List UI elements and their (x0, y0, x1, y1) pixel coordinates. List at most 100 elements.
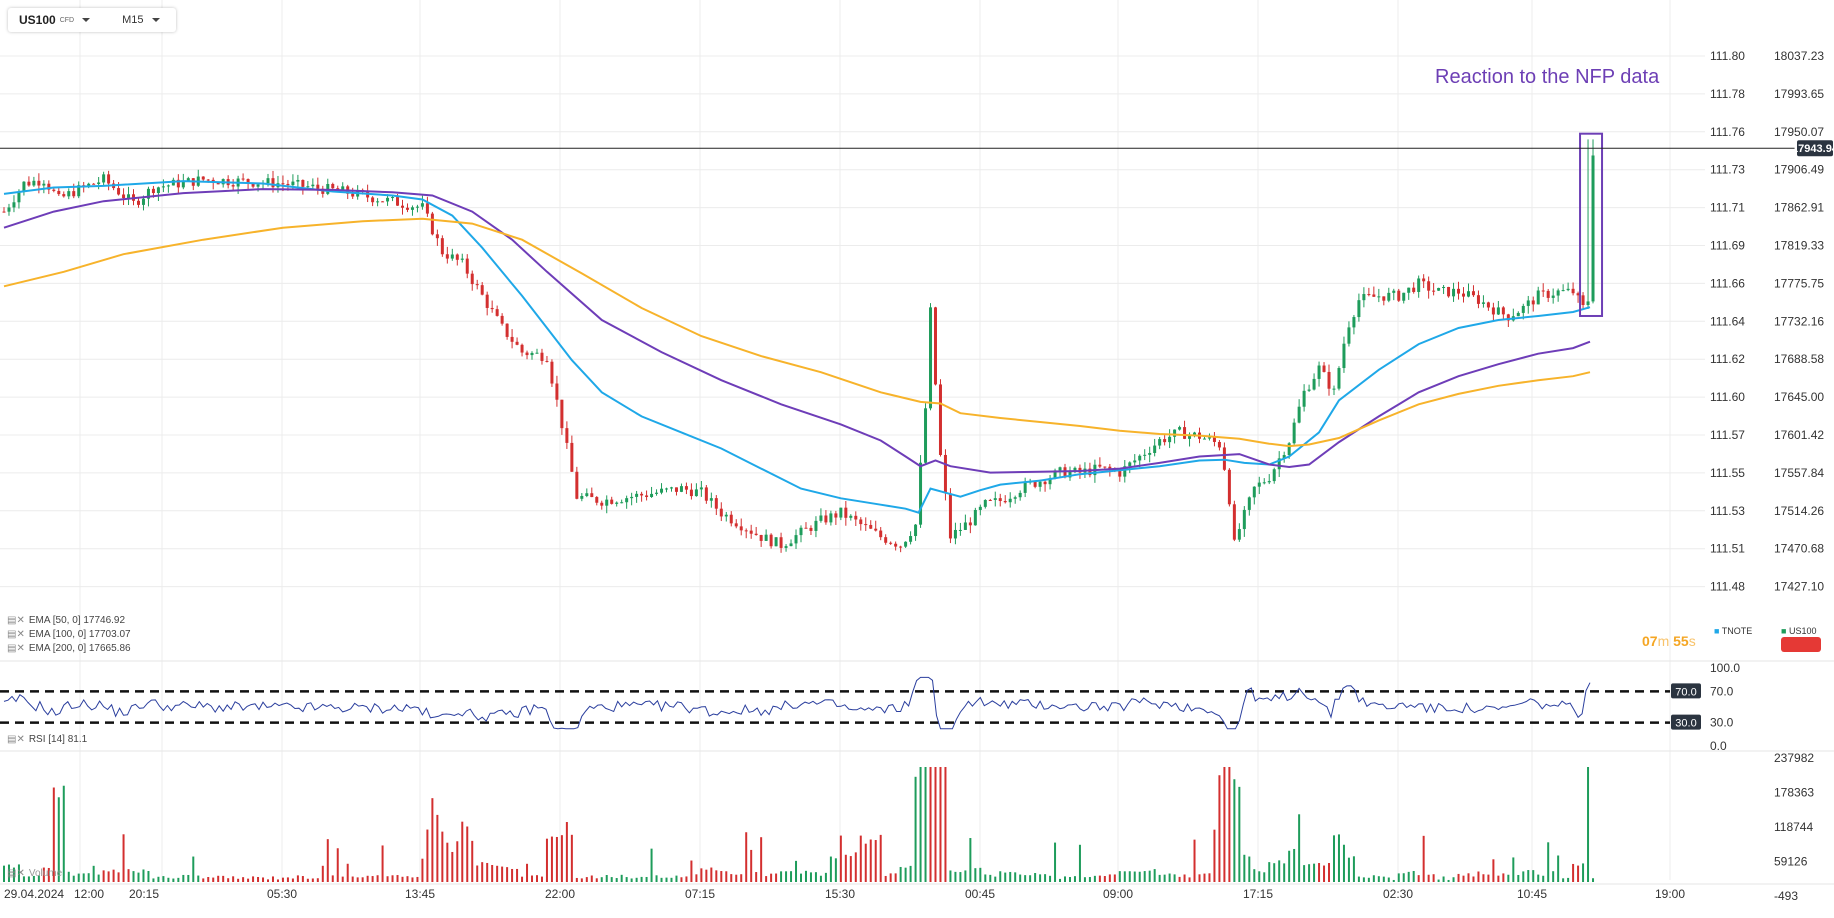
candle-body (201, 176, 205, 180)
panel-separators (0, 660, 1834, 885)
symbol-chevron-down-icon[interactable] (82, 18, 91, 22)
volume-bar (1093, 875, 1096, 882)
x-tick-label: 00:45 (965, 887, 995, 901)
candle-body (1526, 300, 1530, 306)
candle-body (1317, 365, 1321, 379)
candle-body (216, 183, 220, 185)
volume-bar (232, 876, 235, 882)
volume-bar (864, 843, 867, 882)
settings-close-icon[interactable]: ▤✕ (7, 734, 25, 745)
settings-close-icon[interactable]: ▤✕ (7, 868, 25, 879)
candle-body (1048, 478, 1052, 485)
volume-bar (202, 878, 205, 882)
candle-body (575, 471, 579, 499)
candle-body (1148, 452, 1152, 455)
volume-bar (187, 874, 190, 882)
settings-close-icon[interactable]: ▤✕ (7, 629, 25, 640)
volume-bar (47, 867, 50, 882)
candle-body (1457, 288, 1461, 294)
compare-legend-tnote[interactable]: ■ TNOTE (1714, 626, 1753, 636)
candle-body (241, 178, 245, 180)
volume-bar (944, 767, 947, 882)
sell-price-badge[interactable] (1781, 637, 1821, 652)
candle-body (1546, 290, 1550, 298)
candle-body (107, 174, 111, 184)
volume-bar (491, 864, 494, 882)
candle-body (1063, 467, 1067, 478)
volume-bar (401, 876, 404, 882)
candle-body (844, 507, 848, 518)
volume-bar (750, 849, 753, 882)
y-tick-price: 17906.49 (1774, 163, 1824, 177)
volume-bar (132, 871, 135, 882)
volume-bar (17, 864, 20, 882)
ema200-legend[interactable]: ▤✕ EMA [200, 0] 17665.86 (7, 643, 131, 654)
rsi-legend[interactable]: ▤✕ RSI [14] 81.1 (7, 734, 88, 745)
ema50-legend[interactable]: ▤✕ EMA [50, 0] 17746.92 (7, 615, 126, 626)
candle-body (206, 179, 210, 181)
candle-body (605, 499, 609, 506)
candle-body (973, 509, 977, 526)
volume-bar (909, 865, 912, 882)
candle-body (1576, 293, 1580, 296)
candle-body (87, 183, 91, 187)
volume-bar (1552, 871, 1555, 882)
volume-bar (919, 767, 922, 882)
ema100-legend[interactable]: ▤✕ EMA [100, 0] 17703.07 (7, 629, 131, 640)
volume-bar (301, 876, 304, 882)
candle-body (764, 534, 768, 541)
candle-body (256, 184, 260, 187)
y-tick-price: 17601.42 (1774, 428, 1824, 442)
candle-body (580, 496, 584, 499)
volume-legend[interactable]: ▤✕ Volume (7, 868, 63, 879)
candle-body (1307, 389, 1311, 391)
candle-body (495, 309, 499, 316)
volume-bar (321, 865, 324, 882)
candle-body (585, 493, 589, 497)
volume-bar (326, 839, 329, 882)
volume-bar (1347, 857, 1350, 882)
candle-body (729, 514, 733, 524)
symbol-label[interactable]: US100 (19, 13, 56, 27)
volume-bar (1542, 875, 1545, 882)
candle-body (919, 462, 923, 525)
candle-body (650, 493, 654, 498)
volume-bar (874, 840, 877, 882)
volume-tick: 59126 (1774, 855, 1808, 869)
volume-bar (1387, 877, 1390, 882)
candle-body (1347, 327, 1351, 344)
timeframe-label[interactable]: M15 (122, 14, 144, 26)
settings-close-icon[interactable]: ▤✕ (7, 643, 25, 654)
volume-bar (346, 863, 349, 882)
candle-body (1382, 296, 1386, 301)
candle-body (804, 527, 808, 529)
candle-body (1297, 406, 1301, 423)
candle-body (485, 294, 489, 308)
candle-body (1322, 365, 1326, 372)
compare-legend-us100[interactable]: ■ US100 (1781, 626, 1817, 636)
candle-body (1466, 291, 1470, 297)
volume-bar (12, 867, 15, 882)
volume-bar (1213, 829, 1216, 882)
timeframe-chevron-down-icon[interactable] (151, 18, 160, 22)
volume-bar (157, 876, 160, 882)
volume-bar (989, 874, 992, 882)
volume-bar (1273, 863, 1276, 882)
candle-body (590, 493, 594, 498)
settings-close-icon[interactable]: ▤✕ (7, 615, 25, 626)
volume-bar (521, 876, 524, 882)
volume-bar (605, 875, 608, 882)
volume-bar (1412, 870, 1415, 882)
volume-bar (1562, 878, 1565, 882)
volume-bar (1477, 871, 1480, 882)
volume-bar (964, 870, 967, 882)
candle-body (1262, 482, 1266, 484)
y-tick-compare: 111.51 (1710, 542, 1745, 556)
volume-bar (580, 878, 583, 882)
candle-body (1202, 438, 1206, 440)
volume-bar (690, 860, 693, 882)
candle-body (1471, 291, 1475, 296)
candle-body (600, 502, 604, 506)
